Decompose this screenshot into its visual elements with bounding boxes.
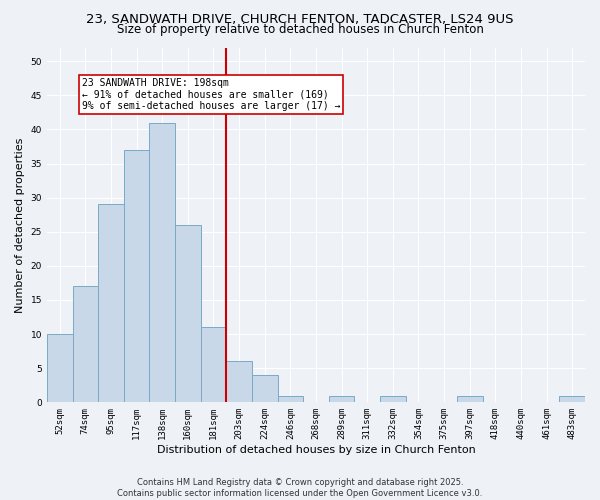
Bar (47, 334, 73, 402)
Text: Contains HM Land Registry data © Crown copyright and database right 2025.
Contai: Contains HM Land Registry data © Crown c… (118, 478, 482, 498)
Bar (98, 204, 124, 402)
Bar (124, 150, 149, 403)
Bar (457, 396, 482, 402)
Text: 23, SANDWATH DRIVE, CHURCH FENTON, TADCASTER, LS24 9US: 23, SANDWATH DRIVE, CHURCH FENTON, TADCA… (86, 12, 514, 26)
Bar (200, 328, 226, 402)
Text: Size of property relative to detached houses in Church Fenton: Size of property relative to detached ho… (116, 22, 484, 36)
Text: 23 SANDWATH DRIVE: 198sqm
← 91% of detached houses are smaller (169)
9% of semi-: 23 SANDWATH DRIVE: 198sqm ← 91% of detac… (82, 78, 340, 112)
Bar (175, 225, 200, 402)
Y-axis label: Number of detached properties: Number of detached properties (15, 137, 25, 312)
Bar (380, 396, 406, 402)
Bar (73, 286, 98, 403)
X-axis label: Distribution of detached houses by size in Church Fenton: Distribution of detached houses by size … (157, 445, 475, 455)
Bar (278, 396, 303, 402)
Bar (329, 396, 355, 402)
Bar (149, 122, 175, 402)
Bar (226, 362, 252, 403)
Bar (252, 375, 278, 402)
Bar (559, 396, 585, 402)
